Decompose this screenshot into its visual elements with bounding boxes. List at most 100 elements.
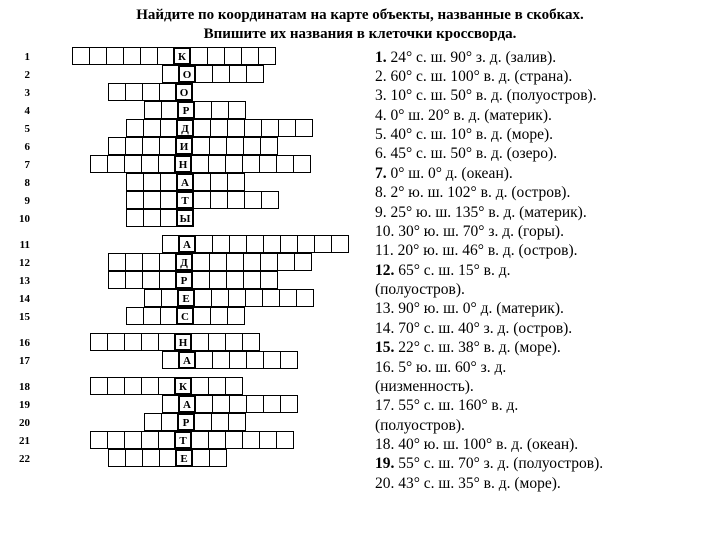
input-cell[interactable] xyxy=(191,431,209,449)
input-cell[interactable] xyxy=(142,137,160,155)
input-cell[interactable] xyxy=(195,65,213,83)
input-cell[interactable] xyxy=(126,307,144,325)
input-cell[interactable] xyxy=(90,333,108,351)
input-cell[interactable] xyxy=(212,65,230,83)
input-cell[interactable] xyxy=(294,253,312,271)
input-cell[interactable] xyxy=(246,65,264,83)
input-cell[interactable] xyxy=(141,377,159,395)
input-cell[interactable] xyxy=(126,191,144,209)
input-cell[interactable] xyxy=(227,307,245,325)
input-cell[interactable] xyxy=(260,137,278,155)
input-cell[interactable] xyxy=(260,253,278,271)
input-cell[interactable] xyxy=(246,395,264,413)
input-cell[interactable] xyxy=(280,351,298,369)
input-cell[interactable] xyxy=(331,235,349,253)
input-cell[interactable] xyxy=(142,449,160,467)
input-cell[interactable] xyxy=(160,119,178,137)
input-cell[interactable] xyxy=(158,431,176,449)
input-cell[interactable] xyxy=(141,155,159,173)
input-cell[interactable] xyxy=(229,65,247,83)
input-cell[interactable] xyxy=(143,307,161,325)
input-cell[interactable] xyxy=(261,191,279,209)
input-cell[interactable] xyxy=(280,235,298,253)
input-cell[interactable] xyxy=(210,173,228,191)
input-cell[interactable] xyxy=(209,253,227,271)
input-cell[interactable] xyxy=(106,47,124,65)
input-cell[interactable] xyxy=(141,431,159,449)
input-cell[interactable] xyxy=(192,271,210,289)
input-cell[interactable] xyxy=(226,137,244,155)
input-cell[interactable] xyxy=(125,137,143,155)
input-cell[interactable] xyxy=(261,119,279,137)
input-cell[interactable] xyxy=(142,271,160,289)
input-cell[interactable] xyxy=(90,155,108,173)
input-cell[interactable] xyxy=(226,271,244,289)
input-cell[interactable] xyxy=(108,253,126,271)
input-cell[interactable] xyxy=(159,253,177,271)
input-cell[interactable] xyxy=(209,271,227,289)
input-cell[interactable] xyxy=(107,377,125,395)
input-cell[interactable] xyxy=(107,431,125,449)
input-cell[interactable] xyxy=(229,351,247,369)
input-cell[interactable] xyxy=(293,155,311,173)
input-cell[interactable] xyxy=(226,253,244,271)
input-cell[interactable] xyxy=(244,191,262,209)
input-cell[interactable] xyxy=(279,289,297,307)
input-cell[interactable] xyxy=(243,253,261,271)
input-cell[interactable] xyxy=(159,271,177,289)
input-cell[interactable] xyxy=(243,271,261,289)
input-cell[interactable] xyxy=(141,333,159,351)
input-cell[interactable] xyxy=(194,101,212,119)
input-cell[interactable] xyxy=(161,101,179,119)
input-cell[interactable] xyxy=(191,333,209,351)
input-cell[interactable] xyxy=(192,253,210,271)
input-cell[interactable] xyxy=(192,137,210,155)
input-cell[interactable] xyxy=(126,209,144,227)
input-cell[interactable] xyxy=(143,209,161,227)
input-cell[interactable] xyxy=(225,377,243,395)
input-cell[interactable] xyxy=(262,289,280,307)
input-cell[interactable] xyxy=(208,377,226,395)
input-cell[interactable] xyxy=(263,395,281,413)
input-cell[interactable] xyxy=(212,351,230,369)
input-cell[interactable] xyxy=(207,47,225,65)
input-cell[interactable] xyxy=(227,119,245,137)
input-cell[interactable] xyxy=(228,289,246,307)
input-cell[interactable] xyxy=(194,289,212,307)
input-cell[interactable] xyxy=(162,395,180,413)
input-cell[interactable] xyxy=(209,449,227,467)
input-cell[interactable] xyxy=(161,413,179,431)
input-cell[interactable] xyxy=(142,253,160,271)
input-cell[interactable] xyxy=(107,333,125,351)
input-cell[interactable] xyxy=(194,413,212,431)
input-cell[interactable] xyxy=(263,235,281,253)
input-cell[interactable] xyxy=(160,191,178,209)
input-cell[interactable] xyxy=(124,333,142,351)
input-cell[interactable] xyxy=(195,351,213,369)
input-cell[interactable] xyxy=(211,289,229,307)
input-cell[interactable] xyxy=(157,47,175,65)
input-cell[interactable] xyxy=(210,119,228,137)
input-cell[interactable] xyxy=(211,101,229,119)
input-cell[interactable] xyxy=(108,449,126,467)
input-cell[interactable] xyxy=(225,333,243,351)
input-cell[interactable] xyxy=(228,413,246,431)
input-cell[interactable] xyxy=(161,289,179,307)
input-cell[interactable] xyxy=(158,155,176,173)
input-cell[interactable] xyxy=(242,431,260,449)
input-cell[interactable] xyxy=(229,395,247,413)
input-cell[interactable] xyxy=(108,137,126,155)
input-cell[interactable] xyxy=(225,431,243,449)
input-cell[interactable] xyxy=(124,155,142,173)
input-cell[interactable] xyxy=(243,137,261,155)
input-cell[interactable] xyxy=(246,351,264,369)
input-cell[interactable] xyxy=(297,235,315,253)
input-cell[interactable] xyxy=(162,235,180,253)
input-cell[interactable] xyxy=(295,119,313,137)
input-cell[interactable] xyxy=(210,191,228,209)
input-cell[interactable] xyxy=(227,191,245,209)
input-cell[interactable] xyxy=(162,351,180,369)
input-cell[interactable] xyxy=(108,271,126,289)
input-cell[interactable] xyxy=(107,155,125,173)
input-cell[interactable] xyxy=(277,253,295,271)
